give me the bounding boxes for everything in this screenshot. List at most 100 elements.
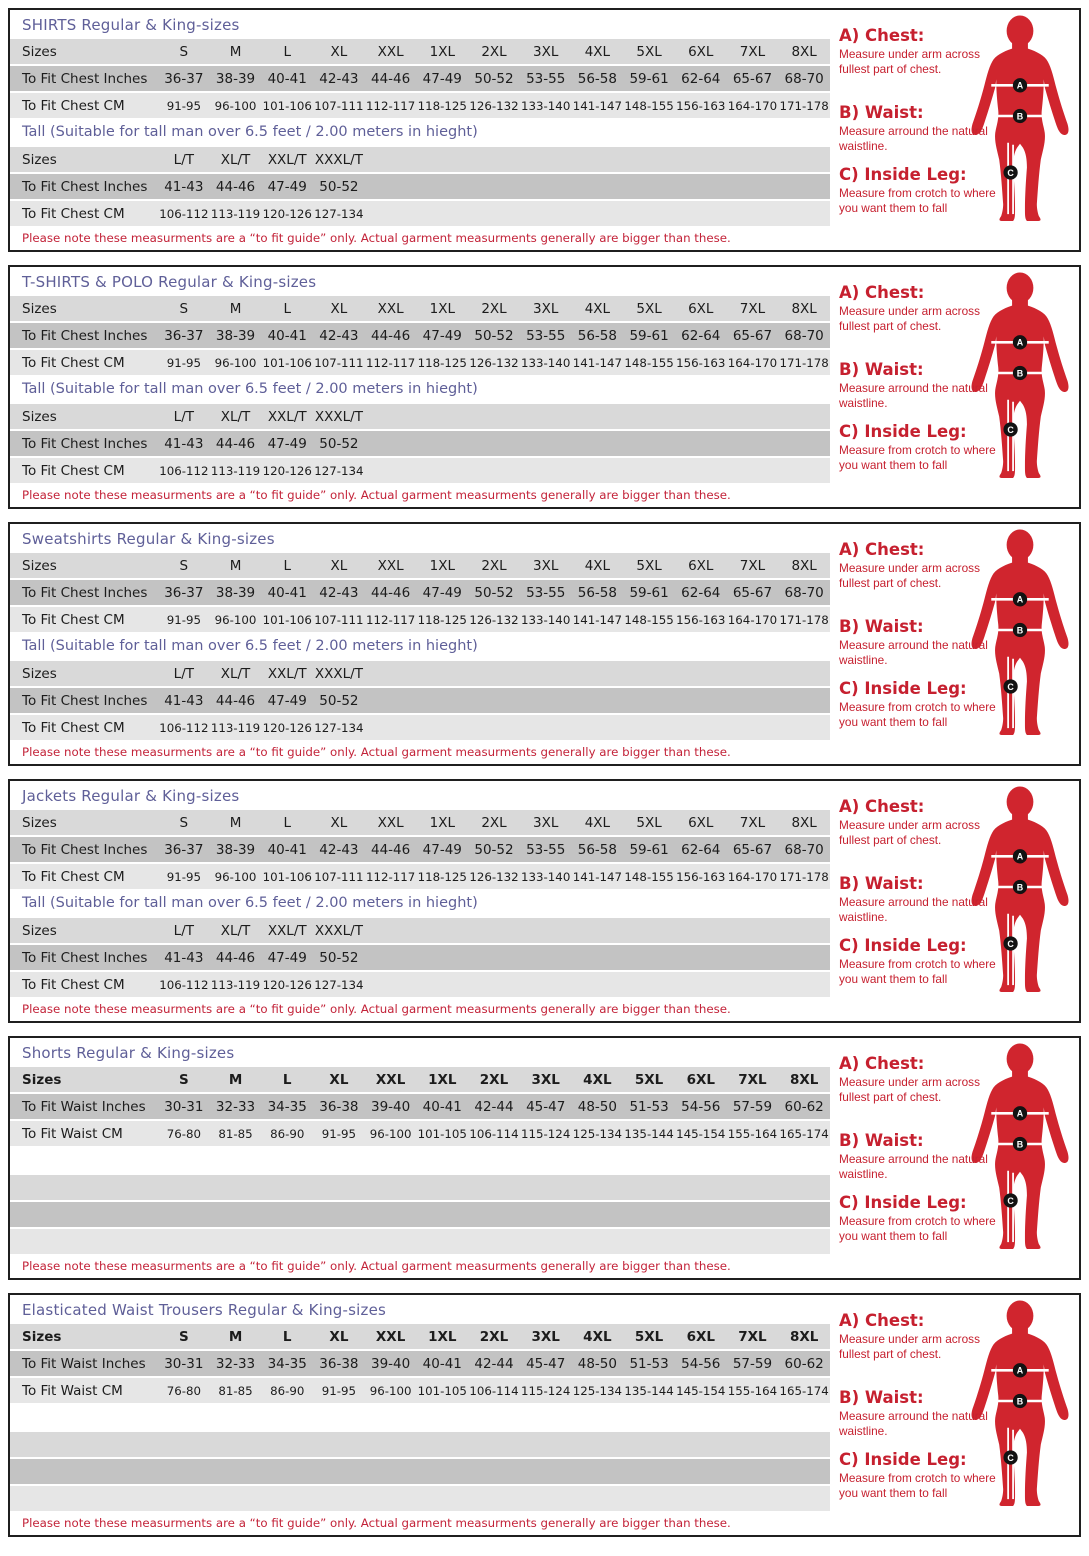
value-cell: 65-67 bbox=[732, 584, 773, 601]
value-cell: 101-105 bbox=[417, 1383, 467, 1398]
measure-guide-heading: B) Waist: bbox=[839, 617, 924, 636]
value-cell: 91-95 bbox=[166, 612, 201, 627]
value-cell: 101-106 bbox=[262, 355, 312, 370]
chest-marker-letter: A bbox=[1017, 595, 1024, 605]
value-cell: 3XL bbox=[533, 300, 559, 317]
measure-guide-heading: A) Chest: bbox=[839, 1054, 925, 1073]
value-cell: 112-117 bbox=[365, 869, 416, 884]
value-cell: XXL bbox=[375, 1071, 406, 1088]
row-label: To Fit Chest Inches bbox=[22, 692, 148, 709]
size-chart-panel: Sweatshirts Regular & King-sizes Sizes S M… bbox=[8, 522, 1081, 766]
value-cell: XXL/T bbox=[267, 408, 307, 425]
value-cell: 3XL bbox=[533, 557, 559, 574]
value-cell: 141-147 bbox=[572, 612, 623, 627]
row-label: Tall (Suitable for tall man over 6.5 fee… bbox=[22, 381, 478, 397]
value-cell: 38-39 bbox=[215, 70, 256, 87]
chest-marker-letter: A bbox=[1017, 338, 1024, 348]
value-cell: 6XL bbox=[688, 814, 714, 831]
value-cell: 40-41 bbox=[267, 327, 307, 344]
measure-guide-description: Measure from crotch to where you want th… bbox=[839, 1471, 996, 1501]
measure-guide-item: B) Waist: Measure arround the natural wai… bbox=[839, 1388, 1007, 1439]
value-cell: 65-67 bbox=[732, 327, 773, 344]
panel-rows: Sizes S M L XL XXL 1XL 2XL 3XL 4XL 5XL 6XL 7XL 8XL To … bbox=[10, 810, 830, 997]
chest-marker: A bbox=[1012, 1363, 1028, 1378]
chest-marker-letter: A bbox=[1017, 1109, 1024, 1119]
value-cell: 107-111 bbox=[314, 98, 364, 113]
table-row bbox=[10, 1148, 830, 1173]
measure-guide: A) Chest: Measure under arm across fulles… bbox=[830, 267, 1079, 483]
value-cell: 113-119 bbox=[210, 977, 261, 992]
value-cell: 133-140 bbox=[521, 612, 571, 627]
measure-guide-item: C) Inside Leg: Measure from crotch to whe… bbox=[839, 165, 1007, 216]
value-cell: 3XL bbox=[531, 1328, 560, 1345]
value-cell: 4XL bbox=[584, 300, 611, 317]
value-cell: 141-147 bbox=[572, 355, 623, 370]
value-cell: 171-178 bbox=[779, 612, 829, 627]
row-label: To Fit Chest CM bbox=[22, 611, 125, 628]
panel-footnote: Please note these measurments are a “to … bbox=[22, 1259, 731, 1273]
figure-head bbox=[1006, 15, 1034, 47]
table-row bbox=[10, 1405, 830, 1430]
value-cell: 47-49 bbox=[267, 949, 307, 966]
value-cell: 112-117 bbox=[365, 355, 416, 370]
value-cell: S bbox=[179, 814, 189, 831]
value-cell: 115-124 bbox=[521, 1383, 571, 1398]
value-cell: 6XL bbox=[688, 43, 714, 60]
value-cell: 115-124 bbox=[521, 1126, 571, 1141]
value-cell: 68-70 bbox=[784, 841, 824, 858]
value-cell: 50-52 bbox=[319, 178, 359, 195]
value-cell: 126-132 bbox=[469, 612, 519, 627]
measure-guide-item: B) Waist: Measure arround the natural wai… bbox=[839, 1131, 1007, 1182]
value-cell: 1XL bbox=[429, 557, 455, 574]
table-row: To Fit Chest Inches 41-43 44-46 47-49 50-52 bbox=[10, 945, 830, 970]
size-chart-panel: SHIRTS Regular & King-sizes Sizes S M L XL XX… bbox=[8, 8, 1081, 252]
value-cell: 112-117 bbox=[365, 612, 416, 627]
table-row: To Fit Waist Inches 30-31 32-33 34-35 36-38 3… bbox=[10, 1094, 830, 1119]
row-label: To Fit Waist CM bbox=[22, 1125, 123, 1142]
measure-guide-description: Measure under arm across fullest part of… bbox=[839, 1075, 980, 1105]
panel-title: Elasticated Waist Trousers Regular & Kin… bbox=[22, 1300, 387, 1319]
measure-guide-item: C) Inside Leg: Measure from crotch to whe… bbox=[839, 679, 1007, 730]
value-cell: 113-119 bbox=[210, 720, 261, 735]
value-cell: 4XL bbox=[584, 43, 611, 60]
value-cell: 120-126 bbox=[262, 463, 312, 478]
value-cell: 50-52 bbox=[319, 949, 359, 966]
value-cell: 91-95 bbox=[321, 1126, 357, 1141]
value-cell: 44-46 bbox=[370, 327, 411, 344]
row-label: Sizes bbox=[22, 1071, 62, 1088]
value-cell: 164-170 bbox=[727, 869, 778, 884]
value-cell: 156-163 bbox=[676, 355, 726, 370]
value-cell: 141-147 bbox=[572, 869, 623, 884]
value-cell: 107-111 bbox=[314, 355, 364, 370]
panel-rows: Sizes S M L XL XXL 1XL 2XL 3XL 4XL 5XL 6XL 7XL 8XL To … bbox=[10, 39, 830, 226]
value-cell: 62-64 bbox=[681, 327, 721, 344]
panel-footnote: Please note these measurments are a “to … bbox=[22, 745, 731, 759]
value-cell: 44-46 bbox=[215, 949, 256, 966]
table-row: Sizes S M L XL XXL 1XL 2XL 3XL 4XL 5XL 6XL 7XL 8XL bbox=[10, 39, 830, 64]
table-row: To Fit Chest CM 91-95 96-100 101-106 107-111… bbox=[10, 350, 830, 375]
value-cell: 47-49 bbox=[422, 327, 462, 344]
row-label: Tall (Suitable for tall man over 6.5 fee… bbox=[22, 895, 478, 911]
waist-marker: B bbox=[1012, 622, 1028, 638]
value-cell: 6XL bbox=[686, 1328, 715, 1345]
table-row: Sizes L/T XL/T XXL/T XXXL/T bbox=[10, 661, 830, 686]
row-label: Sizes bbox=[22, 43, 57, 60]
chest-marker: A bbox=[1012, 335, 1028, 350]
value-cell: 127-134 bbox=[314, 463, 364, 478]
measure-guide-item: B) Waist: Measure arround the natural wai… bbox=[839, 874, 1007, 925]
measure-guide: A) Chest: Measure under arm across fulles… bbox=[830, 1295, 1079, 1511]
value-cell: 118-125 bbox=[417, 355, 467, 370]
value-cell: 145-154 bbox=[676, 1383, 726, 1398]
value-cell: 42-44 bbox=[474, 1355, 514, 1372]
size-chart-panel: Jackets Regular & King-sizes Sizes S M L XL X… bbox=[8, 779, 1081, 1023]
value-cell: 45-47 bbox=[526, 1098, 566, 1115]
table-row bbox=[10, 1459, 830, 1484]
measure-guide-description: Measure under arm across fullest part of… bbox=[839, 47, 980, 77]
value-cell: 125-134 bbox=[572, 1383, 623, 1398]
value-cell: 50-52 bbox=[474, 327, 514, 344]
table-row: To Fit Chest CM 91-95 96-100 101-106 107-111… bbox=[10, 864, 830, 889]
value-cell: L bbox=[283, 814, 291, 831]
waist-marker: B bbox=[1012, 879, 1028, 895]
measure-guide-item: A) Chest: Measure under arm across fulles… bbox=[839, 797, 1007, 848]
value-cell: 39-40 bbox=[370, 1098, 411, 1115]
